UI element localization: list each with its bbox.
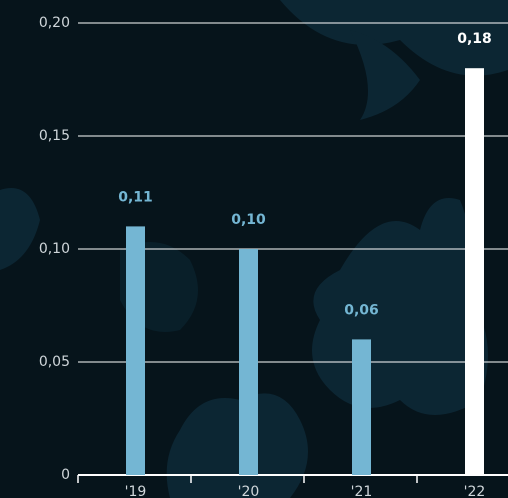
- bar: [465, 68, 484, 475]
- bar: [239, 249, 258, 475]
- value-label: 0,10: [231, 212, 266, 228]
- value-label: 0,11: [118, 189, 153, 205]
- y-tick-label: 0: [61, 467, 70, 483]
- value-label: 0,18: [457, 31, 492, 47]
- value-label: 0,06: [344, 302, 379, 318]
- x-tick-label: '21: [351, 484, 373, 498]
- x-tick-label: '20: [238, 484, 260, 498]
- x-tick-label: '22: [464, 484, 486, 498]
- y-tick-label: 0,20: [39, 15, 70, 31]
- bar: [126, 226, 145, 475]
- x-tick-label: '19: [125, 484, 147, 498]
- bar: [352, 339, 371, 475]
- y-tick-label: 0,05: [39, 354, 70, 370]
- y-tick-label: 0,10: [39, 241, 70, 257]
- y-tick-label: 0,15: [39, 128, 70, 144]
